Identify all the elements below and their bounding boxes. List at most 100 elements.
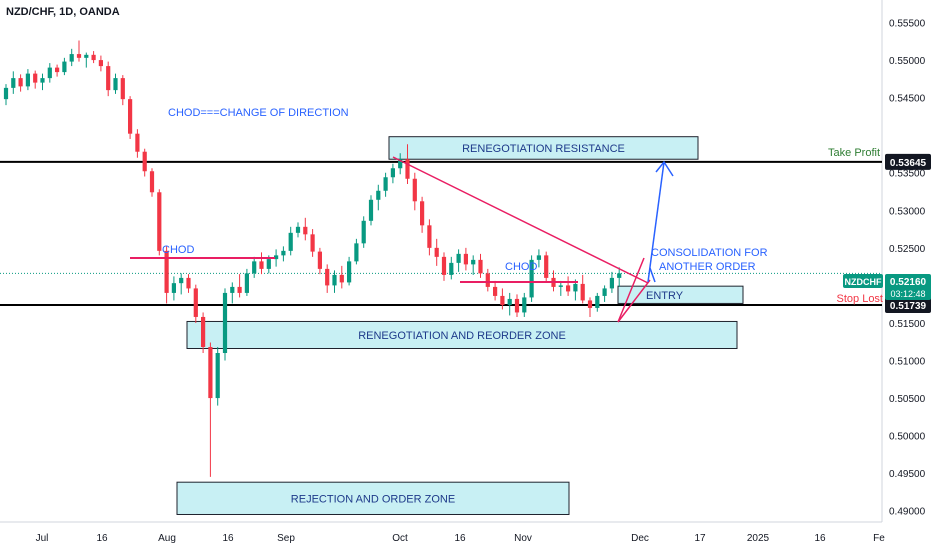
candle-body — [62, 61, 67, 73]
candle-body — [427, 225, 432, 248]
candle-body — [186, 277, 191, 289]
candle-body — [179, 277, 184, 284]
candle-body — [507, 298, 512, 305]
projection-arrow-line — [647, 161, 665, 283]
price-tick-label: 0.50500 — [889, 394, 926, 405]
candle-body — [193, 288, 198, 317]
time-tick-label: Dec — [631, 533, 649, 544]
countdown-text: 03:12:48 — [890, 289, 925, 299]
entry-zone — [617, 285, 744, 304]
candle-body — [84, 54, 89, 58]
candle-body — [332, 274, 337, 286]
time-tick-label: Fe — [873, 533, 885, 544]
candle-body — [55, 67, 60, 73]
candle-body — [412, 178, 417, 202]
candle-body — [420, 201, 425, 226]
candle-body — [463, 253, 468, 265]
time-tick-label: 2025 — [747, 533, 770, 544]
candle-body — [456, 253, 461, 263]
candle-body — [325, 268, 330, 286]
candle-body — [390, 168, 395, 178]
candle-body — [595, 295, 600, 308]
time-tick-label: 16 — [454, 533, 466, 544]
candle-body — [310, 234, 315, 252]
time-tick-label: 17 — [694, 533, 706, 544]
chod-label-left: CHOD — [162, 244, 194, 256]
take-profit-label: Take Profit — [828, 147, 880, 159]
take-profit-badge-text: 0.53645 — [890, 158, 927, 169]
time-tick-label: Aug — [158, 533, 176, 544]
candle-body — [149, 171, 155, 193]
price-tick-label: 0.55000 — [889, 56, 926, 67]
candle-body — [536, 255, 541, 260]
candle-body — [295, 226, 301, 233]
candle-body — [398, 159, 403, 169]
candle-body — [609, 277, 614, 289]
candle-body — [347, 261, 352, 283]
candle-body — [25, 73, 30, 87]
price-tick-label: 0.51000 — [889, 357, 926, 368]
rejection-order-zone-label: REJECTION AND ORDER ZONE — [291, 493, 455, 505]
price-tick-label: 0.53000 — [889, 206, 926, 217]
candle-body — [120, 78, 125, 100]
time-tick-label: 16 — [814, 533, 826, 544]
descending-trendline — [392, 156, 649, 284]
candle-body — [69, 54, 74, 62]
candle-body — [361, 220, 366, 244]
candle-body — [405, 159, 410, 179]
renegotiation-reorder-zone-label: RENEGOTIATION AND REORDER ZONE — [358, 330, 566, 342]
candle-body — [171, 283, 176, 293]
consolidation-label-line2: ANOTHER ORDER — [659, 261, 756, 273]
candle-body — [500, 295, 505, 305]
entry-zone-label: ENTRY — [646, 290, 684, 302]
candle-body — [164, 250, 169, 293]
candle-body — [230, 286, 235, 293]
candle-body — [106, 66, 111, 91]
current-price-badge — [885, 274, 931, 300]
price-tick-label: 0.52500 — [889, 244, 926, 255]
candle-body — [602, 288, 607, 296]
symbol-badge — [843, 274, 883, 288]
candle-body — [368, 199, 374, 221]
price-tick-label: 0.49500 — [889, 469, 926, 480]
wedge-line-lower — [617, 279, 651, 323]
candle-body — [544, 255, 549, 278]
rejection-order-zone — [176, 481, 570, 515]
chod-definition-text: CHOD===CHANGE OF DIRECTION — [168, 107, 349, 119]
consolidation-arrow — [649, 267, 656, 283]
renegotiation-reorder-zone — [186, 320, 738, 350]
time-tick-label: Jul — [36, 533, 49, 544]
candle-body — [522, 297, 527, 313]
candle-body — [434, 247, 439, 257]
candle-body — [135, 133, 140, 152]
candle-body — [215, 353, 220, 399]
candle-body — [18, 78, 23, 87]
candle-body — [208, 346, 213, 399]
time-tick-label: Sep — [277, 533, 295, 544]
candle-body — [157, 192, 162, 251]
candle-body — [449, 262, 454, 275]
time-tick-label: Oct — [392, 533, 408, 544]
candle-body — [288, 232, 293, 251]
candle-body — [237, 286, 242, 293]
candle-body — [142, 151, 147, 172]
current-price-text: 0.52160 — [890, 277, 927, 288]
candle-body — [441, 256, 447, 275]
candle-body — [128, 99, 133, 134]
candle-body — [376, 190, 381, 200]
candle-body — [244, 273, 249, 293]
candle-body — [222, 292, 228, 354]
time-tick-label: 16 — [222, 533, 234, 544]
candle-body — [317, 251, 322, 269]
candle-body — [33, 73, 38, 83]
candle-body — [113, 78, 118, 91]
price-tick-label: 0.49000 — [889, 507, 926, 518]
chod-label-right: CHOD — [505, 261, 537, 273]
price-tick-label: 0.50000 — [889, 432, 926, 443]
candle-body — [91, 54, 96, 61]
candle-body — [266, 259, 271, 269]
candle-body — [76, 54, 82, 58]
candle-body — [580, 283, 585, 301]
candle-body — [274, 255, 279, 260]
